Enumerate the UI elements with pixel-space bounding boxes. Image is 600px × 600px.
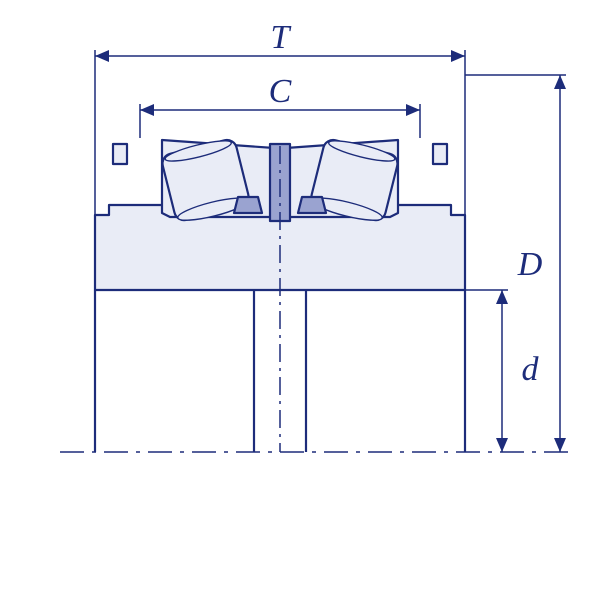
- diagram-svg: [0, 0, 600, 600]
- bearing-dimension-diagram: T C D d: [0, 0, 600, 600]
